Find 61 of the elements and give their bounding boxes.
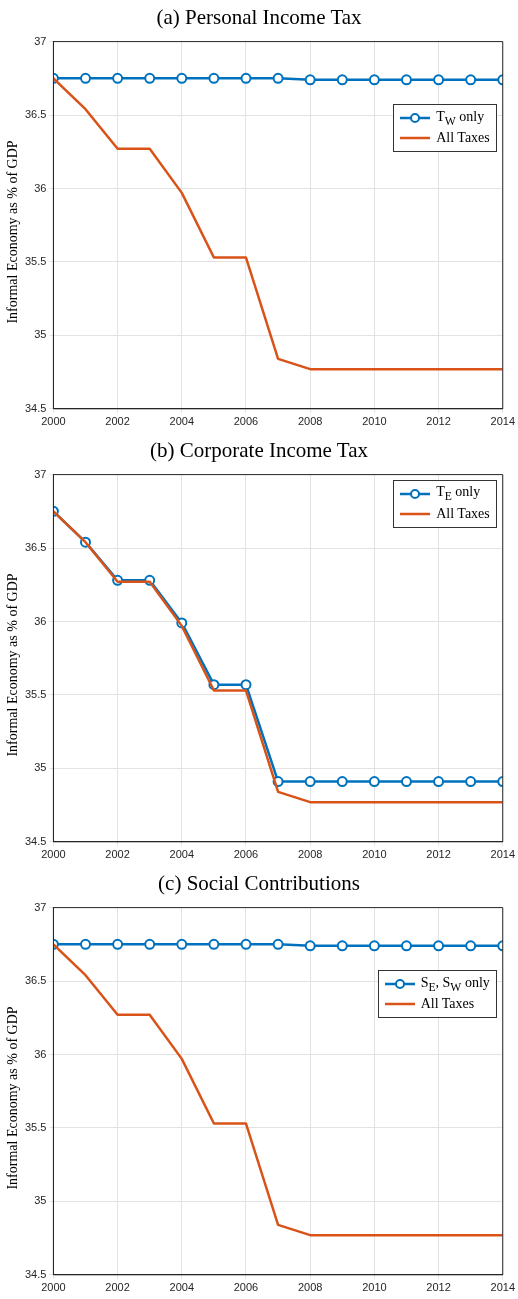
- chart-title: (c) Social Contributions: [157, 870, 361, 897]
- y-axis-title: Informal Economy as % of GDP: [5, 140, 21, 324]
- chart-title: (b) Corporate Income Tax: [149, 437, 369, 464]
- x-tick-label: 2006: [233, 415, 259, 428]
- x-tick-label: 2008: [297, 848, 323, 861]
- y-tick-label: 36.5: [24, 108, 47, 121]
- y-tick-label: 37: [34, 34, 47, 47]
- legend-label: All Taxes: [420, 996, 475, 1013]
- x-tick-label: 2008: [297, 1281, 323, 1294]
- y-tick-label: 36.5: [24, 974, 47, 987]
- x-tick-label: 2000: [41, 415, 66, 428]
- point: [400, 776, 412, 788]
- point: [465, 776, 477, 788]
- x-tick-label: 2000: [41, 848, 66, 861]
- x-tick-label: 2004: [169, 1281, 195, 1294]
- y-tick-label: 35.5: [24, 254, 47, 267]
- legend-label: T$_{W}$ only: [436, 108, 485, 128]
- y-tick-label: 36.5: [24, 541, 47, 554]
- x-tick-label: 2002: [105, 1281, 130, 1294]
- chart-title: (a) Personal Income Tax: [155, 4, 363, 31]
- y-tick-label: 37: [34, 467, 47, 480]
- x-tick-label: 2014: [490, 1281, 516, 1294]
- y-tick-label: 37: [34, 900, 47, 913]
- point: [433, 776, 445, 788]
- y-tick-label: 36: [34, 1047, 47, 1060]
- x-tick-label: 2010: [362, 1281, 387, 1294]
- point: [368, 776, 380, 788]
- y-tick-label: 35: [34, 328, 47, 341]
- legend-label: S$_{E}$, S$_{W}$ only: [420, 974, 490, 994]
- legend-label: All Taxes: [436, 130, 490, 147]
- x-tick-label: 2014: [490, 415, 516, 428]
- x-tick-label: 2012: [426, 415, 451, 428]
- x-tick-label: 2014: [490, 848, 516, 861]
- x-tick-label: 2008: [297, 415, 323, 428]
- point: [336, 776, 348, 788]
- y-tick-label: 35.5: [24, 1120, 47, 1133]
- x-tick-label: 2002: [105, 415, 130, 428]
- y-tick-label: 35: [34, 761, 47, 774]
- y-tick-label: 35: [34, 1194, 47, 1207]
- legend-label: All Taxes: [436, 505, 490, 522]
- legend-label: T$_{E}$ only: [436, 484, 481, 503]
- x-tick-label: 2010: [362, 415, 387, 428]
- x-tick-label: 2012: [426, 848, 451, 861]
- x-tick-label: 2006: [233, 848, 259, 861]
- x-tick-label: 2000: [41, 1281, 66, 1294]
- y-tick-label: 36: [34, 614, 47, 627]
- x-tick-label: 2002: [105, 848, 130, 861]
- y-tick-label: 36: [34, 181, 47, 194]
- y-tick-label: 34.5: [24, 834, 47, 847]
- x-tick-label: 2004: [169, 415, 195, 428]
- point: [304, 776, 316, 788]
- x-tick-label: 2006: [233, 1281, 259, 1294]
- y-tick-label: 34.5: [24, 1267, 47, 1280]
- y-tick-label: 35.5: [24, 687, 47, 700]
- y-tick-label: 34.5: [24, 401, 47, 414]
- point: [240, 679, 252, 691]
- x-tick-label: 2004: [169, 848, 195, 861]
- y-axis-title: Informal Economy as % of GDP: [5, 1006, 21, 1190]
- x-tick-label: 2010: [362, 848, 387, 861]
- x-tick-label: 2012: [426, 1281, 451, 1294]
- y-axis-title: Informal Economy as % of GDP: [5, 573, 21, 757]
